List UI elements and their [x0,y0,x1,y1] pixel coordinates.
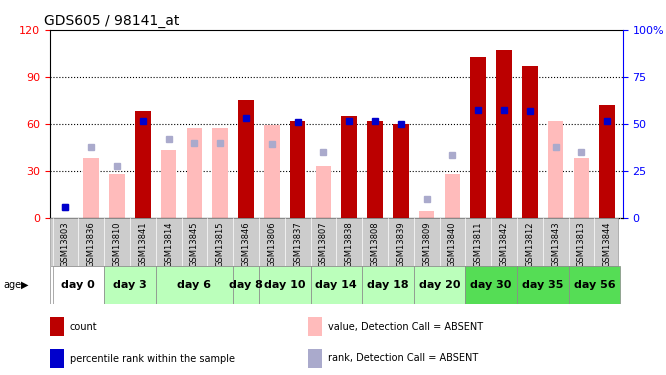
Text: GSM13814: GSM13814 [164,221,173,267]
Text: rank, Detection Call = ABSENT: rank, Detection Call = ABSENT [328,354,478,363]
Text: age: age [3,280,21,290]
Bar [109,174,125,217]
Text: GSM13813: GSM13813 [577,221,586,267]
Text: GSM13808: GSM13808 [370,221,380,267]
Text: day 18: day 18 [367,280,409,290]
Text: GSM13815: GSM13815 [216,221,224,267]
Text: GSM13810: GSM13810 [113,221,121,267]
Text: GSM13837: GSM13837 [293,221,302,267]
Text: GSM13811: GSM13811 [474,221,483,267]
Bar [50,317,64,336]
Text: GSM13841: GSM13841 [139,221,147,267]
Text: day 35: day 35 [522,280,563,290]
Text: GSM13845: GSM13845 [190,221,199,267]
Bar [569,266,620,304]
Text: day 3: day 3 [113,280,147,290]
Bar [445,174,460,217]
Text: GSM13846: GSM13846 [242,221,250,267]
Text: day 56: day 56 [573,280,615,290]
Text: GSM13807: GSM13807 [319,221,328,267]
Bar [104,266,156,304]
Bar [393,124,408,218]
Bar [135,111,151,218]
Bar [259,266,310,304]
Text: day 10: day 10 [264,280,306,290]
Bar [517,266,569,304]
Bar [53,266,104,304]
Text: GSM13836: GSM13836 [87,221,96,267]
Text: GSM13843: GSM13843 [551,221,560,267]
Text: GSM13839: GSM13839 [396,221,406,267]
Bar [362,266,414,304]
Bar [466,266,517,304]
Text: day 14: day 14 [316,280,357,290]
Bar [367,121,383,218]
Bar [599,105,615,218]
Text: count: count [70,322,98,332]
Bar [83,158,99,218]
Text: day 20: day 20 [419,280,460,290]
Text: value, Detection Call = ABSENT: value, Detection Call = ABSENT [328,322,483,332]
Text: day 0: day 0 [61,280,95,290]
Text: ▶: ▶ [21,280,29,290]
Text: day 6: day 6 [177,280,211,290]
Text: GSM13840: GSM13840 [448,221,457,267]
Text: GDS605 / 98141_at: GDS605 / 98141_at [44,13,180,28]
Bar [470,57,486,217]
Text: GSM13809: GSM13809 [422,221,431,267]
Bar [233,266,259,304]
Bar [522,66,537,218]
Bar [316,166,331,218]
Bar [573,158,589,218]
Bar [238,100,254,218]
Bar [156,266,233,304]
Text: GSM13842: GSM13842 [500,221,509,267]
Bar [310,266,362,304]
Bar [186,128,202,217]
Bar [548,121,563,218]
Text: GSM13806: GSM13806 [267,221,276,267]
Text: GSM13812: GSM13812 [525,221,534,267]
Text: percentile rank within the sample: percentile rank within the sample [70,354,235,363]
Bar [290,121,306,218]
Text: GSM13844: GSM13844 [603,221,612,267]
Bar [308,349,322,368]
Bar [308,317,322,336]
Bar [264,125,280,218]
Text: day 30: day 30 [470,280,511,290]
Bar [414,266,466,304]
Bar [342,116,357,218]
Bar [496,50,511,217]
Text: GSM13803: GSM13803 [61,221,70,267]
Bar [161,150,176,217]
Text: day 8: day 8 [229,280,263,290]
Text: GSM13838: GSM13838 [345,221,354,267]
Bar [50,349,64,368]
Bar [419,211,434,217]
Bar [212,128,228,217]
